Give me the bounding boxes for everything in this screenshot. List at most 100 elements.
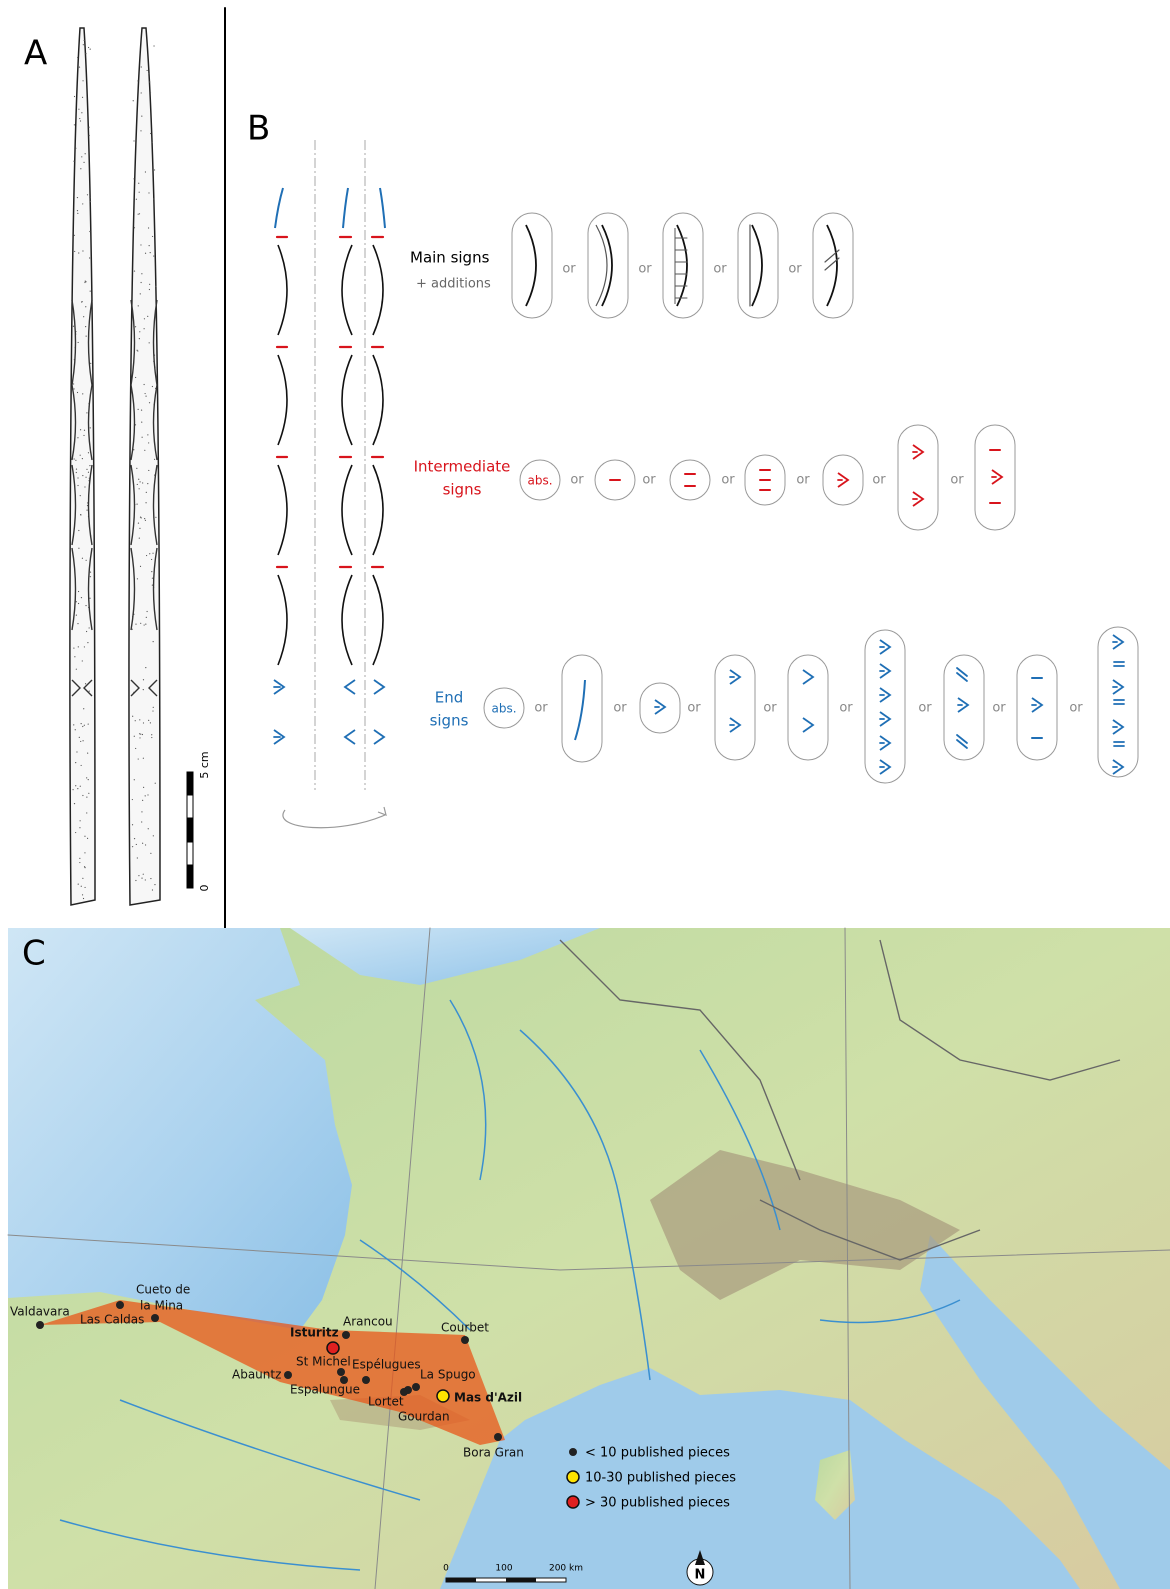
absent-label: abs. — [527, 474, 552, 488]
stipple — [135, 880, 136, 881]
sign-box — [512, 213, 552, 318]
stipple — [140, 244, 141, 245]
stipple — [80, 741, 81, 742]
stipple — [88, 723, 89, 724]
stipple — [73, 161, 74, 162]
stipple — [86, 412, 87, 413]
stipple — [135, 326, 136, 327]
stipple — [141, 116, 142, 117]
stipple — [145, 502, 146, 503]
stroke — [373, 575, 383, 665]
site-label: St Michel — [296, 1355, 351, 1369]
bone-rod — [129, 28, 160, 905]
stipple — [78, 591, 79, 592]
row-title: Main signs — [410, 249, 490, 267]
stipple — [77, 210, 78, 211]
separator: or — [613, 701, 627, 716]
stipple — [74, 458, 75, 459]
stipple — [83, 316, 84, 317]
site-label: Cueto de — [136, 1283, 190, 1297]
stipple — [139, 528, 140, 529]
scale-label: 0 — [198, 885, 211, 892]
stipple — [152, 386, 153, 387]
stipple — [90, 427, 91, 428]
absent-label: abs. — [491, 702, 516, 716]
site-label: Espalungue — [290, 1383, 360, 1397]
stipple — [77, 788, 78, 789]
stroke — [345, 680, 355, 694]
stipple — [75, 832, 76, 833]
stipple — [139, 213, 140, 214]
stroke — [378, 807, 386, 815]
stipple — [86, 631, 87, 632]
stipple — [76, 751, 77, 752]
stipple — [139, 331, 140, 332]
stipple — [89, 231, 90, 232]
stipple — [83, 44, 84, 45]
row-title: End — [435, 689, 464, 707]
stipple — [143, 722, 144, 723]
stipple — [149, 402, 150, 403]
stipple — [143, 787, 144, 788]
stipple — [152, 710, 153, 711]
stipple — [142, 800, 143, 801]
map-scale-label: 200 km — [549, 1564, 583, 1574]
map-scale-label: 100 — [495, 1564, 512, 1574]
stipple — [75, 460, 76, 461]
stipple — [144, 328, 145, 329]
stipple — [139, 737, 140, 738]
stipple — [138, 758, 139, 759]
panel-label: B — [247, 109, 270, 149]
stipple — [88, 47, 89, 48]
stipple — [86, 469, 87, 470]
stipple — [84, 486, 85, 487]
legend-marker — [567, 1496, 579, 1508]
stroke — [342, 245, 352, 335]
stipple — [141, 282, 142, 283]
stipple — [154, 884, 155, 885]
stipple — [141, 66, 142, 67]
stipple — [85, 306, 86, 307]
stipple — [85, 153, 86, 154]
stipple — [83, 708, 84, 709]
stipple — [152, 578, 153, 579]
stipple — [74, 803, 75, 804]
legend-label: 10-30 published pieces — [585, 1471, 736, 1486]
stipple — [151, 734, 152, 735]
stipple — [135, 377, 136, 378]
stipple — [75, 785, 76, 786]
stipple — [87, 838, 88, 839]
stipple — [145, 253, 146, 254]
stipple — [90, 201, 91, 202]
stipple — [145, 171, 146, 172]
stroke — [345, 730, 355, 744]
stipple — [145, 396, 146, 397]
site-label: Arancou — [343, 1315, 393, 1329]
stipple — [76, 614, 77, 615]
separator: or — [872, 473, 886, 488]
stipple — [151, 737, 152, 738]
stipple — [147, 611, 148, 612]
panel-label: C — [22, 934, 46, 974]
sign-box — [663, 213, 703, 318]
stipple — [144, 318, 145, 319]
stipple — [79, 862, 80, 863]
map-scale-label: 0 — [443, 1564, 449, 1574]
stipple — [80, 120, 81, 121]
stipple — [77, 57, 78, 58]
stipple — [76, 472, 77, 473]
stipple — [77, 477, 78, 478]
stipple — [85, 477, 86, 478]
stipple — [134, 270, 135, 271]
stipple — [149, 245, 150, 246]
stipple — [81, 765, 82, 766]
stipple — [148, 442, 149, 443]
separator: or — [950, 473, 964, 488]
stipple — [140, 130, 141, 131]
stipple — [80, 495, 81, 496]
stipple — [138, 305, 139, 306]
stipple — [73, 647, 74, 648]
stipple — [90, 291, 91, 292]
stipple — [146, 492, 147, 493]
site-marker — [284, 1371, 292, 1379]
